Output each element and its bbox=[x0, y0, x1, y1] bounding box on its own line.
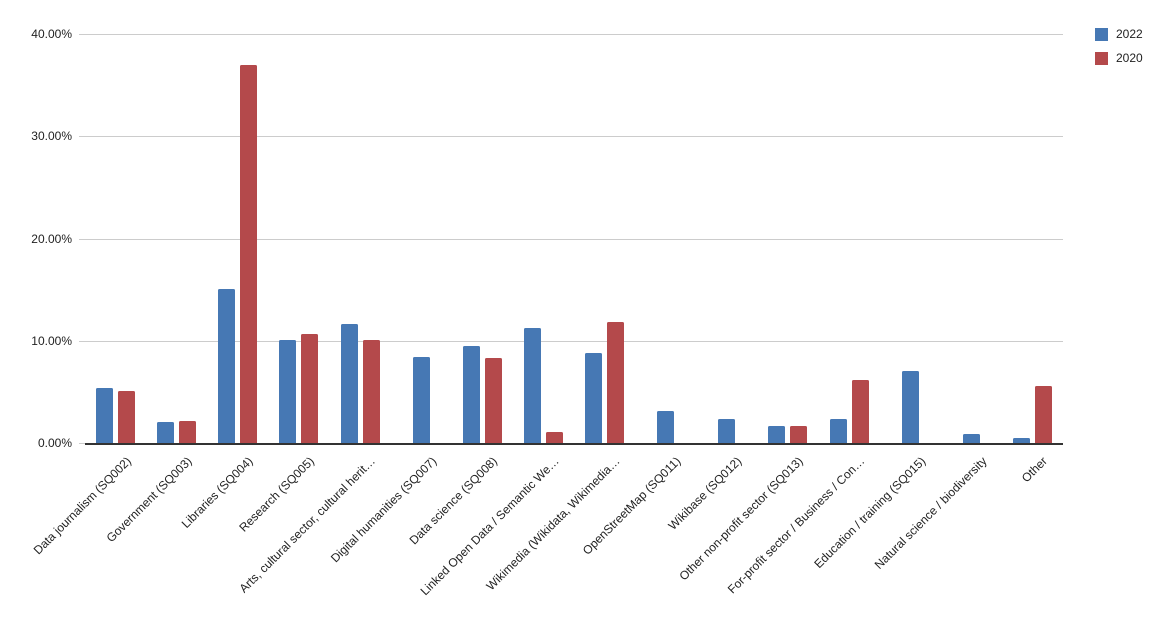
bar-2022-1 bbox=[96, 387, 114, 443]
y-axis-tick bbox=[79, 136, 85, 138]
x-axis-label: Education / training (SQ015) bbox=[811, 454, 929, 571]
bar-group bbox=[207, 34, 268, 443]
legend: 2022 2020 bbox=[1095, 27, 1143, 65]
x-axis-label: Wikimedia (Wikidata, Wikimedia… bbox=[483, 454, 623, 594]
bar-2020-3 bbox=[240, 64, 258, 443]
bar-2020-7 bbox=[484, 358, 502, 443]
x-axis-label: Natural science / biodiversity bbox=[871, 454, 990, 572]
bar-2022-8 bbox=[523, 328, 541, 443]
bar-2020-5 bbox=[362, 339, 380, 443]
legend-label-2022: 2022 bbox=[1116, 27, 1143, 41]
y-axis-label: 30.00% bbox=[31, 129, 72, 144]
gridline-20 bbox=[85, 238, 1063, 240]
y-axis-label: 20.00% bbox=[31, 231, 72, 246]
bar-2022-12 bbox=[768, 425, 786, 443]
bar-group bbox=[696, 34, 757, 443]
bar-2020-13 bbox=[851, 379, 869, 443]
bar-2022-2 bbox=[157, 421, 175, 443]
bar-2022-16 bbox=[1012, 437, 1030, 443]
y-axis-label: 0.00% bbox=[37, 436, 72, 450]
x-axis-label: Digital humanities (SQ007) bbox=[327, 454, 440, 566]
gridline-30 bbox=[85, 136, 1063, 138]
bar-2020-12 bbox=[790, 425, 808, 443]
legend-item-2020: 2020 bbox=[1095, 51, 1143, 65]
bar-2022-5 bbox=[340, 324, 358, 443]
bar-2022-13 bbox=[829, 419, 847, 443]
bar-2020-1 bbox=[118, 390, 136, 443]
y-axis-tick bbox=[79, 34, 85, 35]
bar-2020-16 bbox=[1034, 385, 1052, 443]
bar-2020-8 bbox=[545, 431, 563, 443]
legend-swatch-2020-icon bbox=[1095, 51, 1108, 65]
y-axis-label: 10.00% bbox=[31, 333, 72, 348]
bar-2022-3 bbox=[218, 288, 236, 443]
bar-group bbox=[819, 34, 880, 443]
y-axis-tick bbox=[79, 443, 85, 444]
legend-item-2022: 2022 bbox=[1095, 27, 1143, 41]
bar-2022-4 bbox=[279, 339, 297, 443]
bar-group bbox=[880, 34, 941, 443]
bar-group bbox=[941, 34, 1002, 443]
legend-label-2020: 2020 bbox=[1116, 51, 1143, 65]
bar-group bbox=[268, 34, 329, 443]
x-axis-label: Data journalism (SQ002) bbox=[30, 454, 134, 558]
bar-group bbox=[757, 34, 818, 443]
bar-group bbox=[513, 34, 574, 443]
gridline-10 bbox=[85, 340, 1063, 342]
x-axis-label: Other bbox=[1019, 454, 1051, 486]
y-axis-label: 40.00% bbox=[31, 27, 72, 41]
bar-2020-4 bbox=[301, 333, 319, 443]
bar-2022-10 bbox=[657, 411, 675, 443]
bar-group bbox=[452, 34, 513, 443]
x-axis-label: Other non-profit sector (SQ013) bbox=[676, 454, 806, 584]
bar-group bbox=[635, 34, 696, 443]
y-axis-tick bbox=[79, 238, 85, 240]
bar-group bbox=[146, 34, 207, 443]
bar-group bbox=[1002, 34, 1063, 443]
bar-2022-14 bbox=[901, 371, 919, 443]
bar-2020-9 bbox=[607, 322, 625, 443]
bar-group bbox=[391, 34, 452, 443]
bar-2022-9 bbox=[585, 353, 603, 443]
gridline-40 bbox=[85, 34, 1063, 35]
bar-2020-2 bbox=[179, 420, 197, 443]
legend-swatch-2022-icon bbox=[1095, 27, 1108, 41]
bar-group bbox=[85, 34, 146, 443]
bar-2022-6 bbox=[412, 357, 430, 443]
bar-2022-15 bbox=[962, 433, 980, 443]
bar-2022-11 bbox=[718, 419, 736, 443]
plot-area bbox=[85, 34, 1063, 445]
bar-group bbox=[330, 34, 391, 443]
bar-2022-7 bbox=[462, 345, 480, 443]
y-axis-tick bbox=[79, 340, 85, 342]
bar-group bbox=[574, 34, 635, 443]
